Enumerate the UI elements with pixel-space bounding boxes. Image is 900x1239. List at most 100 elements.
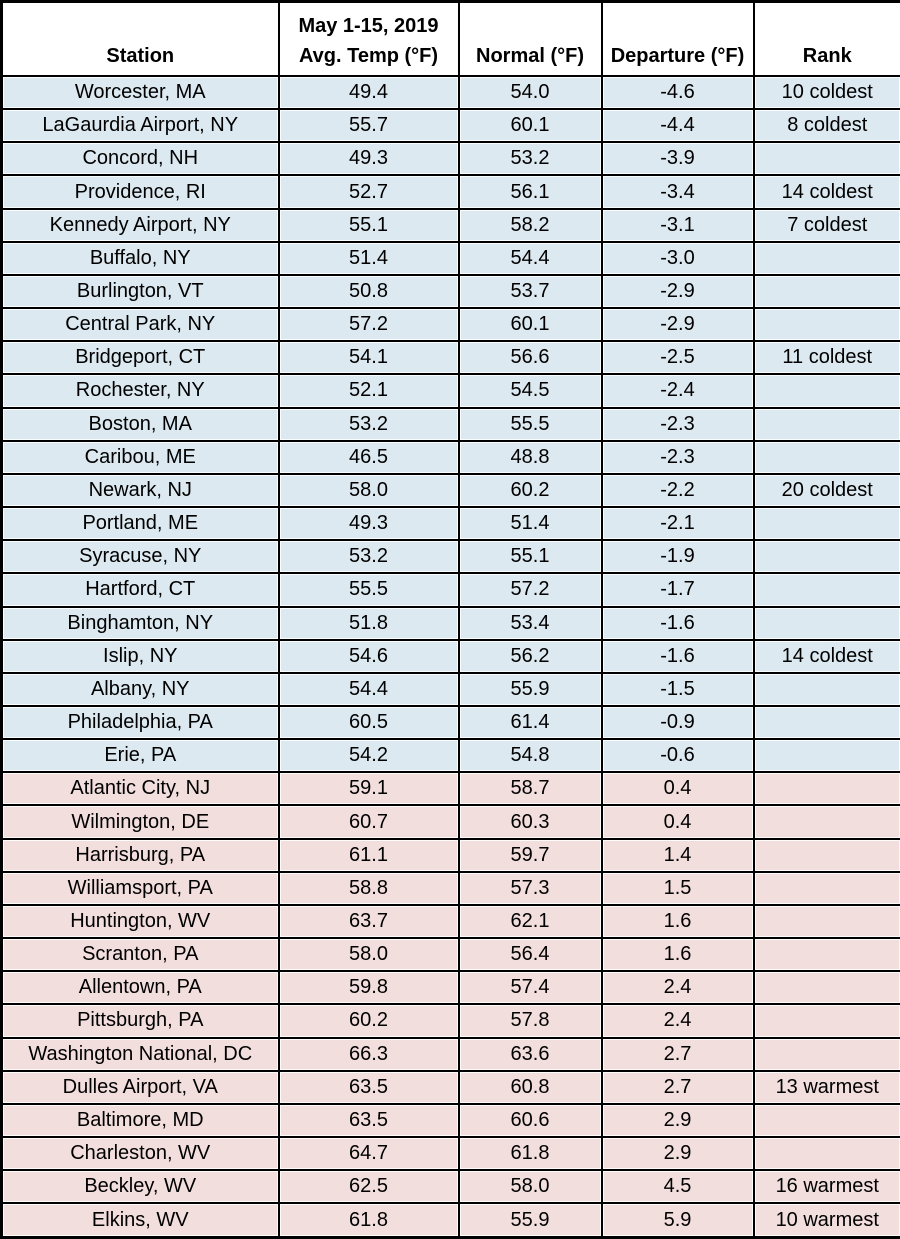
cell-normal: 54.4 bbox=[457, 240, 603, 276]
cell-station: Dulles Airport, VA bbox=[0, 1069, 280, 1105]
table-row: Providence, RI 52.7 56.1 -3.4 14 coldest bbox=[0, 174, 900, 210]
cell-departure: 1.5 bbox=[600, 870, 755, 906]
cell-avg-temp: 54.1 bbox=[277, 340, 460, 376]
cell-station: Portland, ME bbox=[0, 506, 280, 542]
cell-station: Providence, RI bbox=[0, 174, 280, 210]
table-row: Wilmington, DE 60.7 60.3 0.4 bbox=[0, 804, 900, 840]
cell-departure: -3.0 bbox=[600, 240, 755, 276]
cell-normal: 55.5 bbox=[457, 406, 603, 442]
table-row: Kennedy Airport, NY 55.1 58.2 -3.1 7 col… bbox=[0, 207, 900, 243]
normal-header-label: Normal (°F) bbox=[476, 45, 584, 67]
cell-station: Bridgeport, CT bbox=[0, 340, 280, 376]
cell-rank bbox=[752, 240, 900, 276]
cell-station: Burlington, VT bbox=[0, 273, 280, 310]
cell-normal: 61.8 bbox=[457, 1135, 603, 1172]
cell-avg-temp: 53.2 bbox=[277, 406, 460, 442]
cell-departure: 2.4 bbox=[600, 970, 755, 1006]
cell-station: Beckley, WV bbox=[0, 1169, 280, 1205]
cell-avg-temp: 54.2 bbox=[277, 738, 460, 774]
cell-normal: 51.4 bbox=[457, 506, 603, 542]
cell-normal: 60.6 bbox=[457, 1102, 603, 1139]
cell-rank bbox=[752, 870, 900, 906]
table-row: Buffalo, NY 51.4 54.4 -3.0 bbox=[0, 240, 900, 276]
cell-departure: 4.5 bbox=[600, 1169, 755, 1205]
cell-departure: -1.7 bbox=[600, 572, 755, 608]
cell-departure: -2.3 bbox=[600, 439, 755, 475]
cell-departure: -2.9 bbox=[600, 273, 755, 310]
cell-departure: -2.3 bbox=[600, 406, 755, 442]
cell-rank bbox=[752, 903, 900, 940]
cell-normal: 60.2 bbox=[457, 472, 603, 509]
table-row: Allentown, PA 59.8 57.4 2.4 bbox=[0, 970, 900, 1006]
cell-avg-temp: 51.4 bbox=[277, 240, 460, 276]
cell-rank bbox=[752, 539, 900, 575]
cell-rank bbox=[752, 141, 900, 177]
table-row: Huntington, WV 63.7 62.1 1.6 bbox=[0, 903, 900, 940]
cell-normal: 60.8 bbox=[457, 1069, 603, 1105]
cell-station: Worcester, MA bbox=[0, 74, 280, 111]
cell-rank bbox=[752, 439, 900, 475]
cell-avg-temp: 59.1 bbox=[277, 771, 460, 807]
table-row: Concord, NH 49.3 53.2 -3.9 bbox=[0, 141, 900, 177]
cell-rank: 10 warmest bbox=[752, 1202, 900, 1239]
cell-avg-temp: 55.1 bbox=[277, 207, 460, 243]
cell-normal: 56.6 bbox=[457, 340, 603, 376]
table-row: Atlantic City, NJ 59.1 58.7 0.4 bbox=[0, 771, 900, 807]
table-row: Dulles Airport, VA 63.5 60.8 2.7 13 warm… bbox=[0, 1069, 900, 1105]
cell-avg-temp: 66.3 bbox=[277, 1036, 460, 1072]
cell-avg-temp: 58.0 bbox=[277, 937, 460, 973]
cell-avg-temp: 63.7 bbox=[277, 903, 460, 940]
cell-avg-temp: 50.8 bbox=[277, 273, 460, 310]
table-row: Erie, PA 54.2 54.8 -0.6 bbox=[0, 738, 900, 774]
cell-rank bbox=[752, 273, 900, 310]
cell-station: Rochester, NY bbox=[0, 373, 280, 409]
cell-rank bbox=[752, 506, 900, 542]
cell-rank: 14 coldest bbox=[752, 174, 900, 210]
cell-rank bbox=[752, 572, 900, 608]
header-row: Station May 1-15, 2019 Avg. Temp (°F) No… bbox=[0, 0, 900, 77]
cell-station: Syracuse, NY bbox=[0, 539, 280, 575]
cell-normal: 54.5 bbox=[457, 373, 603, 409]
cell-departure: 1.6 bbox=[600, 937, 755, 973]
cell-normal: 58.0 bbox=[457, 1169, 603, 1205]
cell-normal: 62.1 bbox=[457, 903, 603, 940]
cell-station: Williamsport, PA bbox=[0, 870, 280, 906]
cell-avg-temp: 55.5 bbox=[277, 572, 460, 608]
cell-avg-temp: 63.5 bbox=[277, 1102, 460, 1139]
cell-station: Philadelphia, PA bbox=[0, 704, 280, 741]
cell-avg-temp: 60.7 bbox=[277, 804, 460, 840]
cell-rank bbox=[752, 1102, 900, 1139]
cell-station: Huntington, WV bbox=[0, 903, 280, 940]
cell-rank: 8 coldest bbox=[752, 108, 900, 144]
cell-station: Newark, NJ bbox=[0, 472, 280, 509]
cell-rank bbox=[752, 1036, 900, 1072]
table-row: Newark, NJ 58.0 60.2 -2.2 20 coldest bbox=[0, 472, 900, 509]
table-row: Caribou, ME 46.5 48.8 -2.3 bbox=[0, 439, 900, 475]
cell-departure: -4.6 bbox=[600, 74, 755, 111]
table-row: Syracuse, NY 53.2 55.1 -1.9 bbox=[0, 539, 900, 575]
cell-avg-temp: 62.5 bbox=[277, 1169, 460, 1205]
cell-rank: 14 coldest bbox=[752, 638, 900, 674]
table-row: Central Park, NY 57.2 60.1 -2.9 bbox=[0, 307, 900, 343]
cell-avg-temp: 58.0 bbox=[277, 472, 460, 509]
rank-header-label: Rank bbox=[802, 45, 852, 67]
cell-rank bbox=[752, 605, 900, 641]
table-row: Philadelphia, PA 60.5 61.4 -0.9 bbox=[0, 704, 900, 741]
col-header-avg-temp: May 1-15, 2019 Avg. Temp (°F) bbox=[277, 0, 460, 77]
cell-station: Baltimore, MD bbox=[0, 1102, 280, 1139]
table-row: Rochester, NY 52.1 54.5 -2.4 bbox=[0, 373, 900, 409]
cell-normal: 59.7 bbox=[457, 837, 603, 873]
table-row: Hartford, CT 55.5 57.2 -1.7 bbox=[0, 572, 900, 608]
cell-departure: 2.9 bbox=[600, 1102, 755, 1139]
cell-station: Charleston, WV bbox=[0, 1135, 280, 1172]
cell-rank bbox=[752, 671, 900, 707]
cell-rank bbox=[752, 937, 900, 973]
cell-rank bbox=[752, 307, 900, 343]
cell-normal: 58.7 bbox=[457, 771, 603, 807]
cell-station: Albany, NY bbox=[0, 671, 280, 707]
cell-departure: -1.6 bbox=[600, 605, 755, 641]
cell-rank: 10 coldest bbox=[752, 74, 900, 111]
cell-avg-temp: 51.8 bbox=[277, 605, 460, 641]
cell-station: Wilmington, DE bbox=[0, 804, 280, 840]
